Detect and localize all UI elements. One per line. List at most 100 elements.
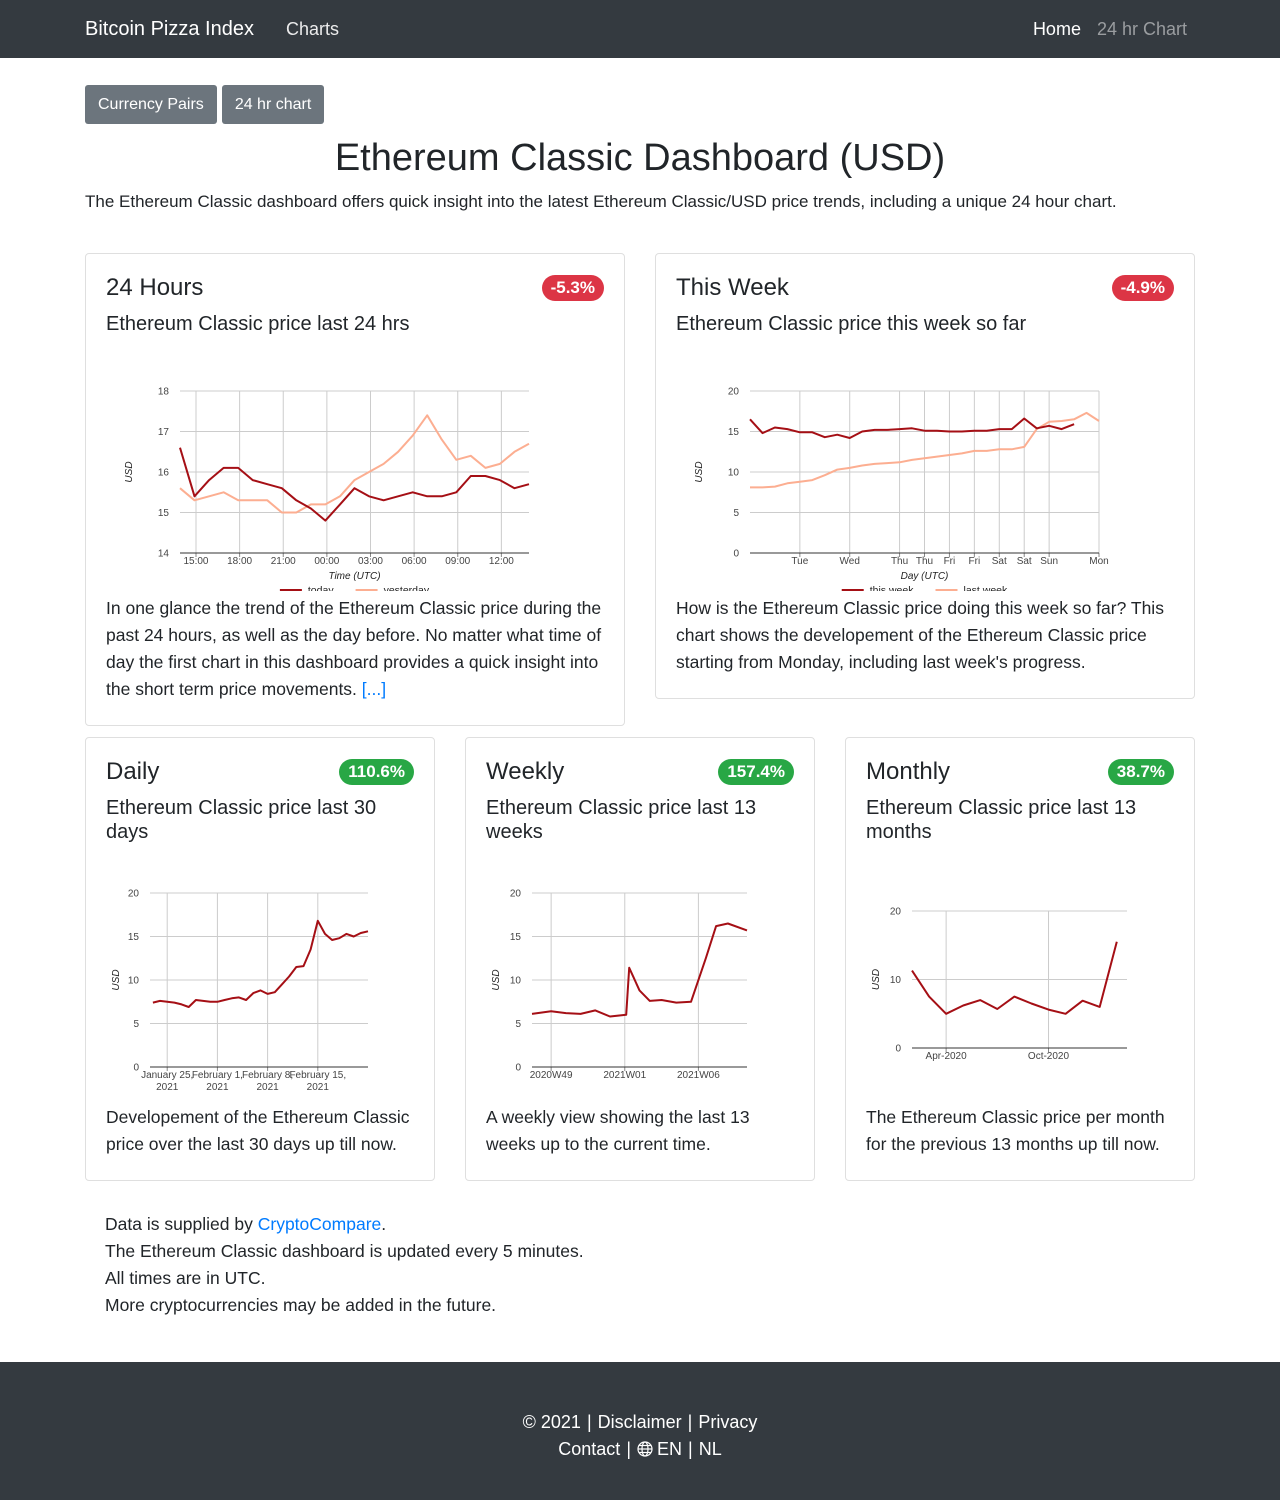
x-tick-label-box: Mon [1089, 556, 1109, 567]
y-tick-label: 5 [515, 1019, 521, 1030]
separator: | [586, 1412, 592, 1432]
card-title: Monthly [866, 758, 951, 785]
x-tick-label-box: 03:00 [357, 556, 383, 567]
nav-link[interactable]: 24 hr Chart [1096, 18, 1187, 39]
legend-label: yesterday [384, 585, 430, 592]
x-tick-label: Fri [968, 556, 981, 567]
footer-line: Contact | EN | NL [0, 1436, 1280, 1463]
legend-label: this week [870, 585, 915, 592]
card-header: Monthly 38.7% [866, 758, 1174, 786]
y-tick-label: 15 [728, 427, 740, 438]
page-title: Ethereum Classic Dashboard (USD) [334, 137, 946, 179]
card: Weekly 157.4% Ethereum Classic price last … [465, 737, 815, 1181]
card-text: How is the Ethereum Classic price doing … [676, 595, 1174, 676]
x-tick-label-box: Fri [943, 556, 956, 567]
y-tick-label: 20 [890, 907, 902, 918]
badge: -4.9% [1111, 275, 1174, 301]
card-text: A weekly view showing the last 13 weeks … [486, 1104, 794, 1158]
card-text-body: How is the Ethereum Classic price doing … [676, 598, 1164, 672]
note-text: Data is supplied by [105, 1214, 258, 1234]
x-tick-label: 2020W49 [529, 1070, 573, 1081]
footer-link[interactable]: NL [698, 1439, 722, 1459]
footer-line: © 2021 | Disclaimer | Privacy [0, 1409, 1280, 1436]
card-subtitle: Ethereum Classic price this week so far [676, 313, 1027, 335]
x-tick-label-box: Tue [791, 556, 808, 567]
nav-link[interactable]: Home [1032, 18, 1081, 39]
footer-link: © 2021 [522, 1412, 581, 1432]
y-tick-label: 16 [158, 468, 170, 479]
chart: 0 10 20 Apr-2020 Oct-2020 USD [871, 907, 1127, 1062]
x-axis-title: Day (UTC) [901, 571, 949, 582]
x-tick-label-box: January 25, 2021 [141, 1070, 193, 1093]
note: The Ethereum Classic dashboard is update… [105, 1241, 584, 1261]
x-tick-label: 2021W06 [676, 1070, 720, 1081]
card: This Week -4.9% Ethereum Classic price thi… [655, 253, 1195, 699]
note: All times are in UTC. [105, 1268, 266, 1288]
nav-link[interactable]: Charts [285, 18, 339, 39]
x-tick-label: Mon [1089, 556, 1109, 567]
x-tick-label: Fri [943, 556, 956, 567]
footer-link[interactable]: Contact [558, 1439, 621, 1459]
x-tick-label-box: 2021W01 [603, 1070, 646, 1081]
x-tick-label: 00:00 [314, 556, 340, 567]
y-tick-label: 14 [158, 549, 170, 560]
x-tick-label: February 1, 2021 [191, 1070, 243, 1093]
card: Monthly 38.7% Ethereum Classic price last … [845, 737, 1195, 1181]
button[interactable]: 24 hr chart [221, 85, 325, 124]
card-subtitle: Ethereum Classic price last 24 hrs [106, 313, 410, 335]
y-tick-label: 10 [728, 468, 740, 479]
x-tick-label: Wed [839, 556, 860, 567]
series-line [531, 922, 748, 1018]
nav-right: Home 24 hr Chart [1033, 19, 1187, 40]
card-header: Daily 110.6% [106, 758, 414, 786]
x-tick-label: Apr-2020 [925, 1051, 967, 1062]
x-tick-label-box: Apr-2020 [925, 1051, 967, 1062]
y-tick-label: 0 [733, 549, 739, 560]
x-tick-label: Sat [991, 556, 1007, 567]
globe-icon [637, 1441, 653, 1457]
x-tick-label-box: 2020W49 [529, 1070, 573, 1081]
card: Daily 110.6% Ethereum Classic price last 3… [85, 737, 435, 1181]
y-tick-label: 17 [158, 427, 170, 438]
badge: 110.6% [339, 759, 414, 785]
x-tick-label: 06:00 [401, 556, 427, 567]
x-tick-label-box: Thu [890, 556, 909, 567]
link[interactable]: CryptoCompare [257, 1214, 382, 1234]
badge: 38.7% [1107, 759, 1174, 785]
x-tick-label-box: Wed [839, 556, 860, 567]
x-tick-label-box: Sun [1040, 556, 1058, 567]
y-tick-label: 15 [128, 932, 140, 943]
y-tick-label: 0 [133, 1063, 139, 1074]
x-tick-label: Thu [890, 556, 909, 567]
y-axis-title: USD [871, 969, 882, 990]
x-tick-label: February 8, 2021 [242, 1070, 294, 1093]
read-more[interactable]: [...] [361, 679, 387, 699]
note-text: . [381, 1214, 387, 1234]
x-tick-label-box: Thu [916, 556, 933, 567]
series-line [179, 447, 530, 522]
y-tick-label: 0 [515, 1063, 521, 1074]
brand[interactable]: Bitcoin Pizza Index [85, 17, 254, 40]
card-subtitle: Ethereum Classic price last 13 weeks [486, 797, 757, 843]
y-tick-label: 5 [133, 1019, 139, 1030]
card-title: Weekly [486, 758, 565, 785]
x-tick-label-box: Sat [1017, 556, 1032, 567]
button[interactable]: Currency Pairs [85, 85, 217, 124]
x-tick-label-box: 2021W06 [676, 1070, 720, 1081]
x-tick-label-box: 06:00 [401, 556, 427, 567]
y-axis-title: USD [111, 969, 122, 990]
footer-link[interactable]: Privacy [698, 1412, 758, 1432]
y-axis-title: USD [124, 461, 135, 482]
footer-link[interactable]: Disclaimer [597, 1412, 682, 1432]
x-tick-label-box: Oct-2020 [1028, 1051, 1069, 1062]
x-tick-label: 03:00 [357, 556, 383, 567]
x-tick-label: February 15, 2021 [289, 1070, 347, 1093]
y-tick-label: 10 [890, 975, 902, 986]
footer-link[interactable]: EN [657, 1439, 683, 1459]
series-line [152, 919, 369, 1008]
y-tick-label: 15 [158, 508, 170, 519]
legend-label: last week [964, 585, 1009, 592]
badge: 157.4% [718, 759, 794, 785]
y-tick-label: 18 [158, 387, 170, 398]
